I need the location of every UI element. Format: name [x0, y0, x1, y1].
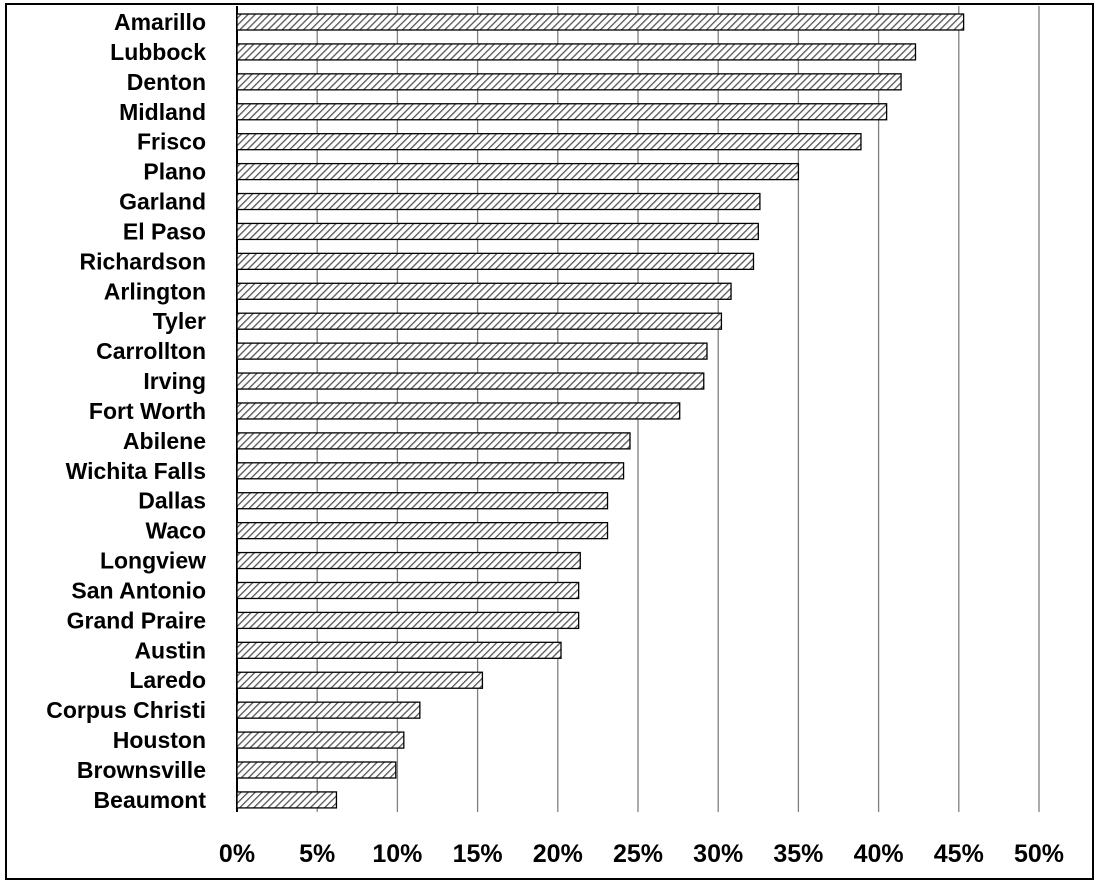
category-label: Fort Worth [89, 398, 206, 424]
category-label: Waco [146, 518, 207, 544]
bar [236, 342, 708, 360]
bar [236, 761, 397, 779]
bars [236, 13, 965, 809]
bar [236, 103, 888, 121]
category-label: Plano [143, 159, 206, 185]
bar [236, 671, 484, 689]
x-tick-labels: 0% 5% 10% 15% 20% 25% 30% 35% 40% 45% 50% [219, 840, 1064, 868]
bar [236, 73, 902, 91]
category-label: Austin [134, 637, 206, 663]
bar [236, 551, 581, 570]
category-label: Midland [119, 99, 206, 125]
bar [236, 402, 681, 420]
category-label: Frisco [137, 129, 206, 155]
category-label: Beaumont [94, 787, 207, 813]
bar [236, 162, 800, 181]
bar [236, 462, 625, 480]
bar [236, 492, 609, 510]
x-tick-label: 25% [613, 840, 663, 868]
x-tick-label: 10% [372, 840, 422, 868]
category-label: Tyler [153, 308, 206, 334]
category-labels: Amarillo Lubbock Denton Midland Frisco Plano G… [46, 9, 206, 813]
bar [236, 133, 862, 151]
x-tick-label: 50% [1014, 840, 1064, 868]
x-tick-label: 30% [693, 840, 743, 868]
category-label: El Paso [123, 218, 206, 244]
bar [236, 731, 405, 749]
bar [236, 611, 580, 630]
category-label: Carrollton [96, 338, 206, 364]
bar [236, 312, 723, 330]
category-label: San Antonio [71, 577, 206, 603]
category-label: Corpus Christi [46, 697, 206, 723]
bar [236, 13, 965, 31]
category-label: Longview [100, 548, 206, 574]
x-tick-label: 15% [453, 840, 503, 868]
category-label: Lubbock [110, 39, 206, 65]
category-label: Grand Praire [67, 607, 206, 633]
x-tick-label: 45% [934, 840, 984, 868]
category-label: Irving [143, 368, 206, 394]
bar [236, 372, 705, 390]
bar [236, 432, 631, 450]
x-tick-label: 40% [854, 840, 904, 868]
x-tick-label: 5% [299, 840, 335, 868]
bar [236, 521, 609, 540]
category-label: Denton [127, 69, 206, 95]
category-label: Houston [113, 727, 206, 753]
bar [236, 701, 421, 719]
bar [236, 641, 562, 659]
category-label: Abilene [123, 428, 206, 454]
category-label: Dallas [138, 488, 206, 514]
bar [236, 791, 338, 809]
category-label: Garland [119, 189, 206, 215]
category-label: Richardson [79, 248, 206, 274]
category-label: Wichita Falls [66, 458, 206, 484]
bar [236, 581, 580, 600]
category-label: Amarillo [114, 9, 206, 35]
bar [236, 192, 761, 211]
x-tick-label: 0% [219, 840, 255, 868]
category-label: Laredo [129, 667, 206, 693]
category-label: Brownsville [77, 757, 206, 783]
x-tick-label: 20% [533, 840, 583, 868]
bar [236, 43, 917, 61]
bar [236, 222, 759, 241]
category-label: Arlington [104, 278, 206, 304]
x-tick-label: 35% [773, 840, 823, 868]
bar [236, 252, 755, 271]
bar [236, 282, 732, 300]
